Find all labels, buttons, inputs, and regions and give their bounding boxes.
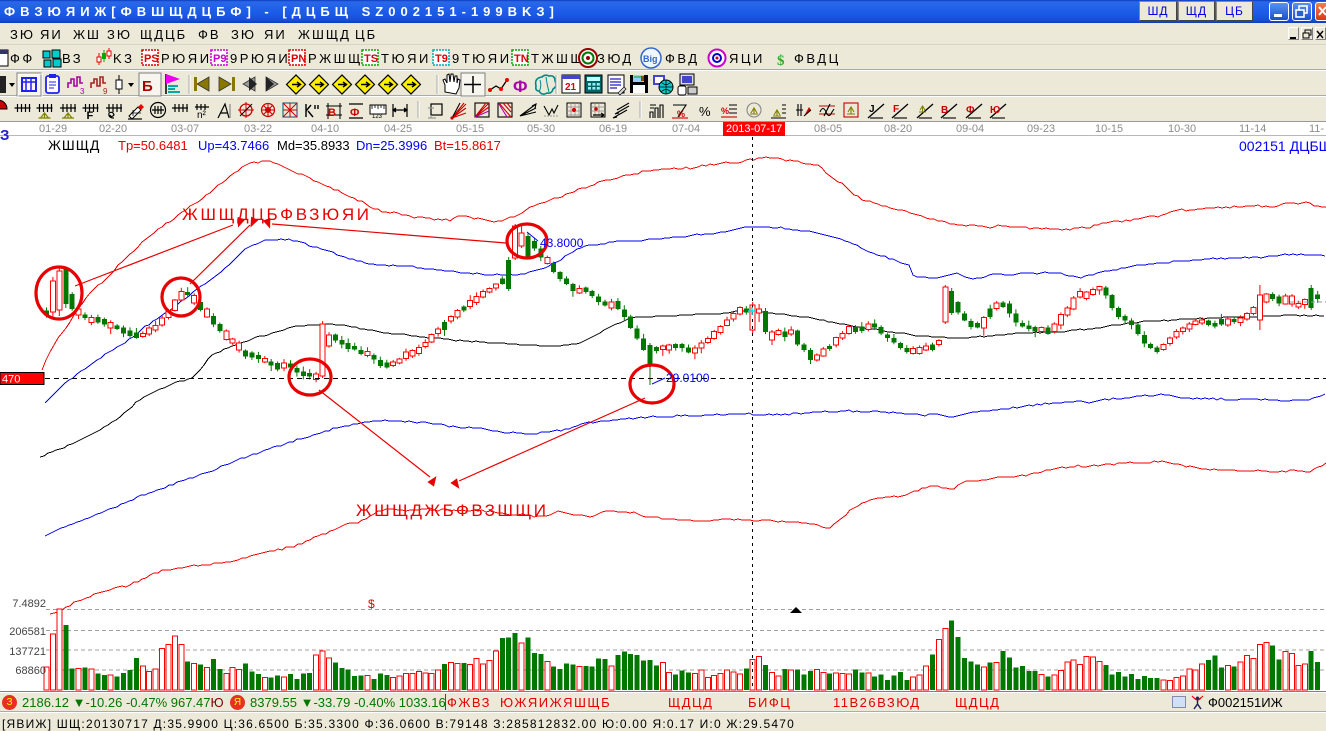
svg-text:T9: T9 [435, 53, 448, 65]
svg-text:9PЮЯИ: 9PЮЯИ [230, 51, 290, 66]
svg-text:Ю: Ю [990, 105, 1000, 116]
svg-text:J: J [869, 104, 875, 115]
svg-text:Up=43.7466: Up=43.7466 [198, 138, 269, 153]
svg-text:Ф: Ф [350, 107, 359, 119]
svg-text:TЖШЩ: TЖШЩ [531, 51, 585, 66]
svg-text:Bt=15.8617: Bt=15.8617 [434, 138, 501, 153]
svg-text:29.0100: 29.0100 [666, 371, 710, 385]
svg-text:Ф: Ф [513, 77, 528, 96]
svg-text:ЖШЩДЖБФВЗШЩИ: ЖШЩДЖБФВЗШЩИ [356, 501, 550, 520]
svg-text:9TЮЯИ: 9TЮЯИ [452, 51, 512, 66]
svg-text:F: F [87, 110, 94, 122]
svg-text:PN: PN [291, 53, 306, 65]
svg-text:9: 9 [103, 87, 108, 96]
svg-text:В: В [328, 107, 336, 119]
svg-text:TS: TS [364, 53, 378, 65]
svg-text:Tp=50.6481: Tp=50.6481 [118, 138, 188, 153]
svg-text:ФВДЦ: ФВДЦ [794, 51, 841, 66]
svg-text:TN: TN [514, 53, 529, 65]
svg-text:ЖШЩД: ЖШЩД [48, 137, 100, 153]
svg-text:PS: PS [144, 53, 159, 65]
svg-text:$: $ [368, 597, 375, 611]
svg-text:Ф: Ф [966, 105, 975, 116]
svg-text:Md=35.8933: Md=35.8933 [277, 138, 350, 153]
svg-text:Б: Б [142, 78, 153, 95]
svg-text:В: В [941, 105, 948, 116]
svg-text:3: 3 [80, 87, 85, 96]
svg-text:206581: 206581 [9, 626, 46, 638]
svg-text:7.4892: 7.4892 [12, 598, 46, 610]
svg-text:ЗЮД: ЗЮД [597, 51, 634, 66]
svg-text:%: % [677, 109, 685, 119]
svg-text:%: % [699, 104, 711, 119]
svg-text:Dn=25.3996: Dn=25.3996 [356, 138, 427, 153]
svg-text:68860: 68860 [15, 665, 46, 677]
svg-text:Big: Big [643, 54, 658, 64]
svg-text:002151 ДЦБЩ: 002151 ДЦБЩ [1239, 138, 1326, 154]
svg-text:%: % [721, 106, 729, 116]
svg-text:KЗ: KЗ [113, 51, 135, 66]
svg-text:470: 470 [2, 374, 20, 386]
svg-text:ЯЦИ: ЯЦИ [729, 51, 765, 66]
svg-text:ВЗ: ВЗ [62, 51, 83, 66]
svg-text:PЮЯИ: PЮЯИ [161, 51, 212, 66]
svg-text:43.8000: 43.8000 [540, 236, 584, 250]
svg-text:F: F [893, 104, 899, 115]
svg-text:ЖШЩДЦБФВЗЮЯИ: ЖШЩДЦБФВЗЮЯИ [182, 205, 373, 224]
svg-text:137721: 137721 [9, 646, 46, 658]
svg-text:21: 21 [565, 82, 577, 93]
svg-text:$: $ [777, 53, 785, 69]
svg-text:n²: n² [197, 110, 207, 121]
svg-text:PЖШЩ: PЖШЩ [308, 51, 363, 66]
svg-text:123: 123 [372, 114, 383, 120]
svg-text:ФФ: ФФ [10, 51, 35, 66]
svg-text:P9: P9 [213, 53, 226, 65]
svg-text:TЮЯИ: TЮЯИ [381, 51, 431, 66]
svg-text:ФВД: ФВД [665, 51, 700, 66]
